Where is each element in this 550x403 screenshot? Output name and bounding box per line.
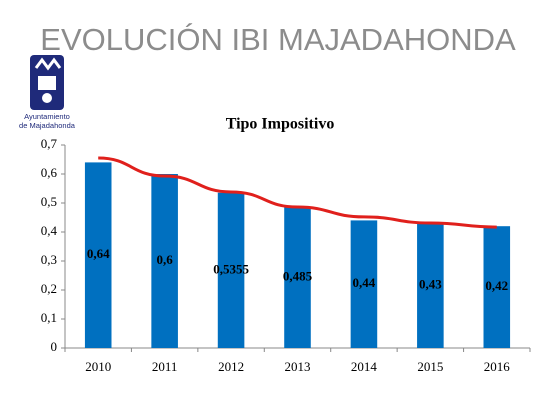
value-label: 0,42 [485, 278, 508, 293]
value-label: 0,6 [157, 252, 174, 267]
value-label: 0,5355 [213, 261, 249, 276]
value-label: 0,43 [419, 277, 442, 292]
x-tick-label: 2010 [85, 359, 111, 374]
logo-text: Ayuntamiento [24, 112, 70, 121]
value-label: 0,485 [283, 269, 313, 284]
bar [217, 192, 245, 348]
bar [84, 162, 112, 348]
chart-title: Tipo Impositivo [226, 116, 335, 133]
x-tick-label: 2016 [484, 359, 511, 374]
x-tick-label: 2015 [417, 359, 443, 374]
bar [151, 174, 178, 348]
y-tick-label: 0,4 [41, 223, 58, 238]
y-tick-label: 0 [51, 339, 58, 354]
x-tick-label: 2014 [351, 359, 378, 374]
bar [417, 223, 444, 348]
value-label: 0,44 [353, 275, 376, 290]
logo [30, 55, 64, 110]
trendline [98, 156, 497, 229]
bar [350, 220, 378, 348]
y-tick-label: 0,3 [41, 252, 57, 267]
y-tick-label: 0,1 [41, 310, 57, 325]
slide-title: EVOLUCIÓN IBI MAJADAHONDA [40, 22, 516, 57]
y-tick-label: 0,5 [41, 194, 57, 209]
y-tick-label: 0,7 [41, 136, 58, 151]
y-tick-label: 0,6 [41, 165, 58, 180]
x-tick-label: 2012 [218, 359, 244, 374]
logo-text: de Majadahonda [19, 121, 76, 130]
value-label: 0,64 [87, 246, 110, 261]
bar [483, 226, 511, 348]
x-tick-label: 2013 [285, 359, 311, 374]
x-tick-label: 2011 [152, 359, 178, 374]
y-tick-label: 0,2 [41, 281, 57, 296]
bar [284, 207, 311, 348]
